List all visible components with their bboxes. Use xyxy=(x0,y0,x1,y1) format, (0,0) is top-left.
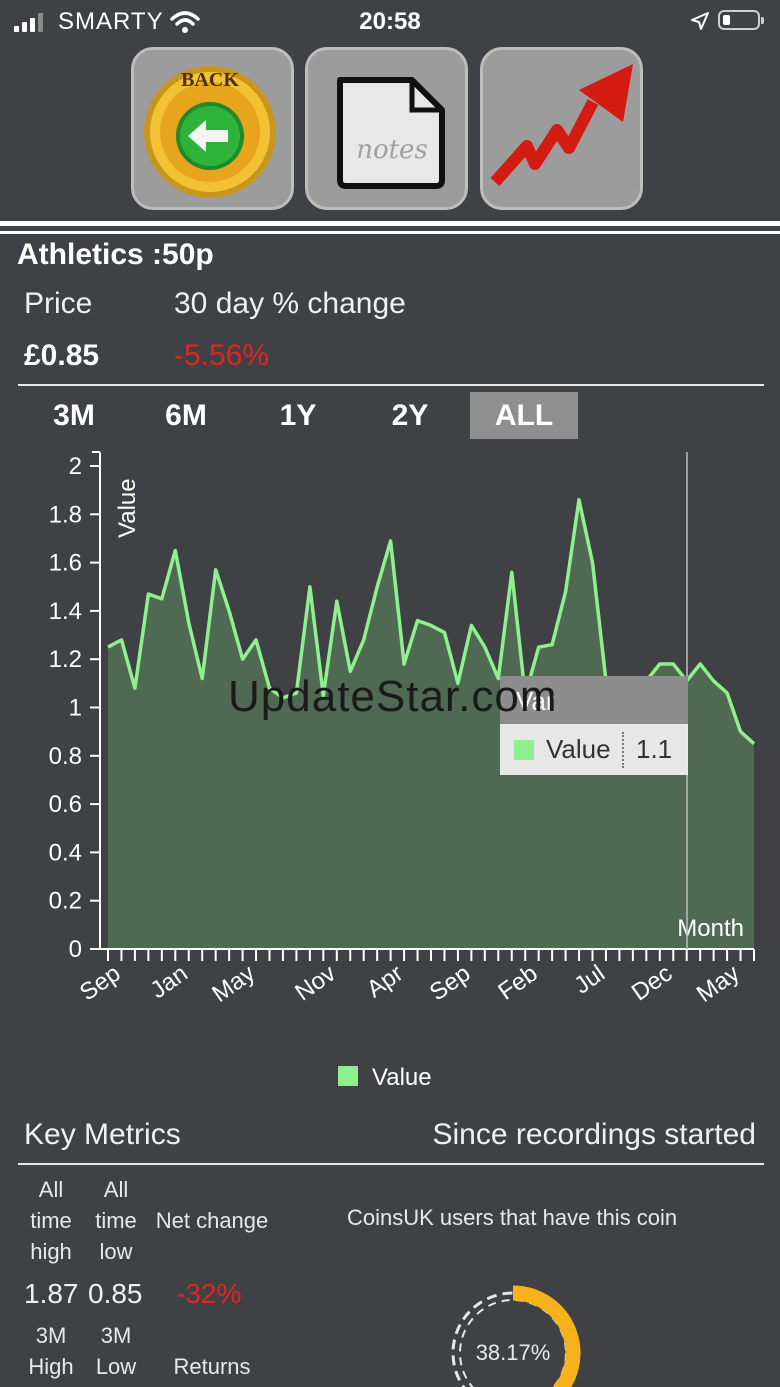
trend-chart-button[interactable] xyxy=(480,47,643,210)
price-label: Price xyxy=(24,287,93,320)
y-tick-label: 0.4 xyxy=(49,839,82,866)
x-tick-label: Apr xyxy=(362,960,408,1004)
y-tick-label: 1.4 xyxy=(49,598,82,625)
key-metrics-heading: Key Metrics xyxy=(24,1118,181,1151)
price-value: £0.85 xyxy=(24,339,100,372)
x-tick-label: May xyxy=(692,960,745,1008)
back-label: BACK xyxy=(181,69,239,91)
legend-label: Value xyxy=(372,1064,432,1091)
y-axis-label: Value xyxy=(114,478,141,538)
price-chart[interactable]: 0 0.2 0.4 0.6 0.8 1 1.2 1.4 1.6 1.8 2 Value Sep Jan Ma… xyxy=(0,440,780,1060)
x-tick-label: Jan xyxy=(146,960,193,1004)
3m-low-label: 3M Low xyxy=(95,1323,137,1379)
tooltip-header: Var xyxy=(516,686,555,716)
all-time-low-label: All time low xyxy=(95,1177,137,1264)
notes-label: notes xyxy=(356,135,428,165)
y-tick-label: 1 xyxy=(69,695,82,722)
all-time-high-label: All time high xyxy=(30,1177,72,1264)
3m-high-label: 3M High xyxy=(28,1323,74,1379)
users-percent: 38.17% xyxy=(476,1340,551,1365)
watermark: UpdateStar.com xyxy=(228,672,558,721)
x-axis-label: Month xyxy=(677,915,744,942)
tab-1y[interactable]: 1Y xyxy=(279,399,317,432)
x-tick-label: Sep xyxy=(75,960,125,1007)
change-label: 30 day % change xyxy=(174,287,406,320)
chart-tooltip: Var Value 1.1 xyxy=(500,676,688,775)
tab-6m[interactable]: 6M xyxy=(165,399,207,432)
tab-3m[interactable]: 3M xyxy=(53,399,95,432)
x-tick-label: Nov xyxy=(290,960,340,1007)
clock: 20:58 xyxy=(359,8,421,35)
divider xyxy=(18,1163,764,1165)
legend-swatch xyxy=(338,1066,358,1086)
tooltip-swatch xyxy=(514,740,534,760)
x-tick-label: Dec xyxy=(627,960,677,1007)
since-recordings-heading: Since recordings started xyxy=(432,1118,757,1151)
x-tick-label: May xyxy=(207,960,260,1008)
back-button[interactable]: BACK xyxy=(131,47,294,210)
series-area-value xyxy=(108,499,754,949)
net-change-label: Net change xyxy=(155,1208,269,1233)
y-tick-label: 1.6 xyxy=(49,550,82,577)
tooltip-value: 1.1 xyxy=(636,734,673,764)
y-tick-label: 0.6 xyxy=(49,791,82,818)
y-tick-label: 1.8 xyxy=(49,501,82,528)
coin-title: Athletics :50p xyxy=(17,238,214,271)
signal-icon xyxy=(14,12,43,32)
y-tick-label: 1.2 xyxy=(49,646,82,673)
divider xyxy=(18,384,764,386)
status-bar: SMARTY 20:58 xyxy=(0,0,780,44)
range-tabs: 3M 6M 1Y 2Y ALL xyxy=(0,392,780,439)
divider xyxy=(0,221,780,226)
users-donut-arc xyxy=(512,1285,581,1387)
tab-2y[interactable]: 2Y xyxy=(391,399,429,432)
carrier-name: SMARTY xyxy=(58,8,164,35)
trend-arrow-icon xyxy=(490,99,599,186)
wifi-icon xyxy=(170,11,200,33)
y-tick-label: 2 xyxy=(69,453,82,480)
returns-label: Returns xyxy=(173,1354,251,1379)
x-tick-label: Feb xyxy=(493,960,542,1006)
y-tick-label: 0 xyxy=(69,936,82,963)
change-value: -5.56% xyxy=(174,339,270,372)
location-arrow-icon xyxy=(691,12,709,30)
all-time-low-value: 0.85 xyxy=(88,1278,143,1309)
tooltip-series-name: Value xyxy=(546,734,611,764)
y-tick-label: 0.8 xyxy=(49,743,82,770)
x-tick-label: Sep xyxy=(425,960,475,1007)
battery-icon xyxy=(718,10,764,30)
notes-button[interactable]: notes xyxy=(305,47,468,210)
users-have-coin-label: CoinsUK users that have this coin xyxy=(347,1205,678,1230)
divider xyxy=(0,231,780,234)
net-change-value: -32% xyxy=(176,1278,242,1309)
x-tick-label: Jul xyxy=(569,960,610,1000)
tab-all[interactable]: ALL xyxy=(470,392,578,439)
users-donut-chart: 38.17% xyxy=(451,1285,581,1387)
y-tick-label: 0.2 xyxy=(49,888,82,915)
all-time-high-value: 1.87 xyxy=(24,1278,79,1309)
